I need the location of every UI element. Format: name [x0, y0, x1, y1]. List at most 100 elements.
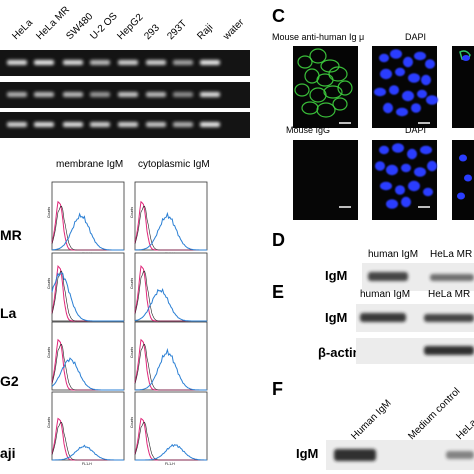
nucleus: [395, 185, 405, 195]
nucleus: [375, 161, 385, 171]
row-label-hela-mr: MR: [0, 227, 22, 243]
nucleus: [402, 90, 414, 102]
nucleus: [426, 95, 438, 105]
merge-nucleus: [459, 154, 467, 162]
gel-band: [118, 60, 138, 65]
blot-bands: [368, 272, 474, 281]
gel-band: [7, 92, 27, 97]
lane-label-hela: HeLa: [10, 17, 35, 42]
gel-band: [200, 122, 220, 127]
flow-plot-frame: [51, 391, 125, 461]
cell-outline: [328, 66, 348, 82]
gel-band: [90, 122, 110, 127]
lane-label-293t: 293T: [165, 18, 189, 42]
row-label-raji: aji: [0, 445, 16, 461]
gel-band: [34, 122, 54, 127]
nucleus: [408, 73, 420, 83]
nucleus: [423, 187, 433, 197]
y-axis-label: Counts: [47, 347, 51, 358]
flow-plot-frame: [134, 391, 208, 461]
histogram-stained: [134, 347, 207, 391]
row-label-igm: IgM: [296, 446, 318, 461]
col-header-cytoplasmic: cytoplasmic IgM: [138, 159, 210, 170]
gel-band: [146, 60, 166, 65]
dapi-nuclei-row2: [375, 143, 437, 209]
cell-outline: [294, 83, 310, 97]
gel-band: [90, 92, 110, 97]
merge-nucleus: [457, 192, 465, 200]
nucleus: [383, 102, 393, 114]
y-axis-label: Counts: [130, 347, 134, 358]
blot-bands: [360, 313, 474, 355]
merge-nucleus: [462, 55, 470, 61]
gel-band: [90, 60, 110, 65]
gel-band: [146, 92, 166, 97]
cell-outline: [320, 59, 340, 73]
nucleus: [427, 160, 437, 172]
nucleus: [414, 51, 426, 61]
panel-f-letter: F: [272, 379, 283, 399]
nucleus: [386, 164, 398, 176]
histogram-control: [134, 421, 207, 461]
row-label-igm: IgM: [325, 268, 347, 283]
scale-bar: [418, 122, 430, 124]
panel-f: F Human IgM Medium control HeLa IgM: [272, 379, 474, 470]
flow-histogram-grid: CountsFL1-HCountsFL1-HCountsFL1-HCountsF…: [47, 181, 208, 466]
gel-band: [63, 92, 83, 97]
gel-band: [34, 92, 54, 97]
nucleus: [392, 143, 404, 153]
histogram-stained: [135, 443, 207, 461]
histogram-stained: [51, 212, 124, 251]
cell-outline: [332, 97, 348, 111]
histogram-stained: [51, 357, 124, 391]
lane-label-hepg2: HepG2: [115, 12, 145, 42]
gel-band: [146, 122, 166, 127]
nucleus: [411, 103, 421, 113]
gel-band: [63, 60, 83, 65]
row-label-igm: IgM: [325, 310, 347, 325]
nucleus: [380, 68, 392, 80]
nucleus: [414, 167, 426, 177]
panel-d: D human IgM HeLa MR IgM: [272, 230, 474, 291]
lane-label-human-igm: human IgM: [368, 249, 418, 260]
col-header-membrane: membrane IgM: [56, 159, 123, 170]
gel-band: [118, 122, 138, 127]
y-axis-label: Counts: [130, 207, 134, 218]
histogram-stained: [134, 211, 207, 251]
x-axis-label: FL1-H: [165, 462, 175, 466]
cell-outline: [309, 48, 327, 64]
lane-label-water: water: [221, 17, 247, 43]
nucleus: [379, 145, 389, 155]
nucleus: [417, 89, 427, 99]
cell-outline: [337, 80, 353, 96]
nucleus: [420, 145, 432, 155]
nucleus: [401, 163, 411, 173]
histogram-stained: [51, 272, 124, 322]
blot-band: [424, 314, 474, 322]
lane-label-raji: Raji: [195, 22, 215, 42]
nucleus: [401, 196, 411, 208]
blot-band: [360, 313, 406, 322]
scale-bar: [418, 206, 430, 208]
label-mouse-anti-human: Mouse anti-human Ig μ: [272, 32, 364, 42]
nucleus: [395, 67, 405, 77]
scale-bar: [339, 122, 351, 124]
lane-label-hela-mr: HeLa MR: [430, 249, 472, 260]
gel-band: [173, 60, 193, 65]
y-axis-label: Counts: [47, 417, 51, 428]
cell-outline: [316, 102, 336, 118]
panel-a: HeLa HeLa MR SW480 U-2 OS HepG2 293 293T…: [0, 4, 250, 138]
cell-outline: [323, 85, 343, 99]
panel-b: membrane IgM cytoplasmic IgM MR La G2 aj…: [0, 159, 210, 466]
row-label-beta-actin: β-actin: [318, 345, 361, 360]
lane-label-human-igm: Human IgM: [349, 398, 393, 442]
if-image-merge-row2: [452, 140, 474, 220]
lane-label-u2os: U-2 OS: [88, 11, 120, 43]
flow-plot-frame: [51, 181, 125, 251]
lane-label-hela-mr: HeLa MR: [428, 289, 470, 300]
gel-image: [0, 50, 250, 138]
nucleus: [421, 74, 431, 86]
y-axis-label: Counts: [130, 417, 134, 428]
gel-band: [173, 92, 193, 97]
nucleus: [390, 49, 402, 59]
